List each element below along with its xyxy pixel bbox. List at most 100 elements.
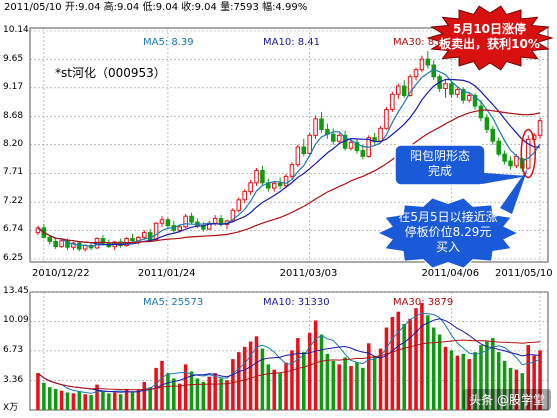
candle-body <box>242 191 247 201</box>
candle-body <box>289 164 295 177</box>
buy-callout: 在5月5日以接近涨 停板价位8.29元 买入 <box>387 205 509 261</box>
candle-body <box>460 89 466 101</box>
volume-bar <box>83 394 87 410</box>
volume-bar <box>355 362 359 410</box>
candle-body <box>313 118 318 136</box>
candle-body <box>189 215 194 223</box>
buy-pointer <box>500 168 528 214</box>
volume-bar <box>130 392 135 410</box>
candle-body <box>277 182 283 187</box>
candle-body <box>212 218 218 224</box>
watermark: 头条 @股学堂 <box>463 389 551 410</box>
volume-bar <box>219 378 223 410</box>
volume-bar <box>307 332 312 410</box>
volume-bar <box>496 352 501 410</box>
volume-bar <box>189 371 194 410</box>
volume-y-tick: 10.09 <box>3 315 29 326</box>
candle-body <box>508 160 513 167</box>
candle-body <box>396 85 401 95</box>
volume-bar <box>408 318 412 410</box>
pattern-callout: 阳包阴形态 完成 <box>395 145 485 185</box>
volume-bar <box>225 380 229 410</box>
price-y-tick: 8.68 <box>3 110 24 121</box>
volume-bar <box>514 369 519 410</box>
candle-body <box>354 141 360 152</box>
volume-bar <box>378 348 383 410</box>
volume-bar <box>325 353 330 410</box>
candle-body <box>248 182 253 193</box>
price-y-tick: 10.14 <box>3 25 29 35</box>
candle-body <box>59 240 64 248</box>
candle-body <box>425 58 431 66</box>
volume-bar <box>231 359 235 410</box>
candle-body <box>230 209 236 222</box>
volume-bar <box>154 367 158 410</box>
volume-bar <box>502 360 507 410</box>
volume-bar <box>166 373 170 410</box>
stock-name: *st河化（000953） <box>55 66 166 80</box>
volume-bar <box>278 373 282 410</box>
volume-bar <box>526 345 531 410</box>
volume-y-tick: 6.73 <box>3 344 24 355</box>
volume-bar <box>248 341 253 410</box>
volume-bar <box>142 381 147 410</box>
volume-y-tick: 13.45 <box>3 286 29 296</box>
volume-bar <box>420 302 424 410</box>
volume-bar <box>349 366 353 410</box>
price-y-tick: 8.20 <box>3 138 24 149</box>
candle-body <box>65 240 70 248</box>
volume-bar <box>372 355 377 410</box>
date-x-tick: 2010/12/22 <box>32 268 90 279</box>
volume-bar <box>207 376 212 410</box>
candle-body <box>147 232 153 241</box>
candle-body <box>401 85 407 96</box>
volume-bar <box>112 392 117 410</box>
volume-y-tick: 3.36 <box>3 374 24 385</box>
volume-bar <box>47 387 52 410</box>
volume-bar <box>491 338 495 410</box>
volume-bar <box>532 355 536 410</box>
volume-bar <box>77 391 82 410</box>
volume-bar <box>71 393 76 410</box>
volume-bar <box>313 320 318 410</box>
volume-unit: X万 <box>3 403 19 413</box>
pattern-pointer <box>470 172 528 184</box>
candle-body <box>254 169 259 184</box>
volume-bar <box>443 346 448 410</box>
candle-body <box>130 237 135 242</box>
sell-callout: 5月10日涨停 板卖出，获利10% <box>432 12 547 64</box>
pattern-callout-line: 阳包阴形态 <box>409 149 470 163</box>
candle-body <box>378 127 383 142</box>
volume-bar <box>538 350 542 410</box>
volume-bar <box>177 383 182 410</box>
candle-body <box>177 226 182 231</box>
candle-body <box>71 242 76 248</box>
candle-body <box>502 153 507 162</box>
ma10-line <box>37 78 541 246</box>
price-ma5-label: MA5: 8.39 <box>143 37 194 48</box>
candle-body <box>307 134 312 154</box>
volume-bar <box>290 350 294 410</box>
candle-body <box>384 109 389 129</box>
candle-body <box>100 237 106 244</box>
candle-body <box>413 69 419 78</box>
candle-body <box>466 94 472 101</box>
candle-body <box>490 128 496 142</box>
candle-body <box>159 219 165 224</box>
candle-body <box>514 155 519 167</box>
candle-body <box>472 94 478 107</box>
buy-callout-line: 买入 <box>435 240 460 254</box>
candle-body <box>331 133 336 142</box>
price-y-tick: 6.25 <box>3 253 24 263</box>
volume-bar <box>473 352 477 410</box>
volume-bar <box>361 367 365 410</box>
candle-body <box>360 150 366 157</box>
volume-bar <box>366 343 371 410</box>
volume-bar <box>437 334 442 410</box>
volume-bar <box>384 327 389 410</box>
volume-bar <box>301 352 306 410</box>
candle-body <box>496 140 501 155</box>
candle-body <box>443 83 448 89</box>
volume-bar <box>172 378 176 410</box>
